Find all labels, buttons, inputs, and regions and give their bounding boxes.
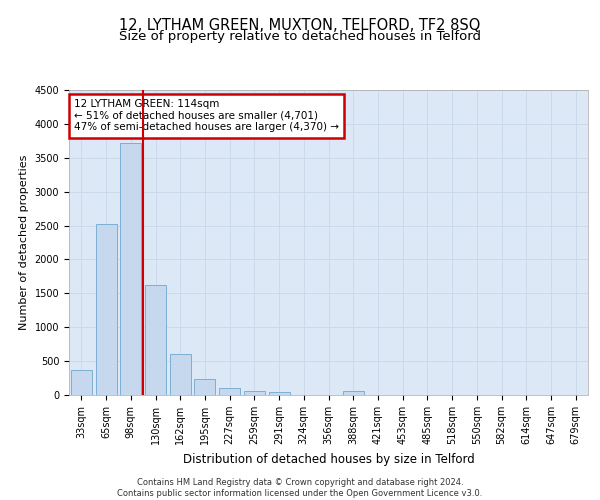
X-axis label: Distribution of detached houses by size in Telford: Distribution of detached houses by size … [182, 452, 475, 466]
Bar [95, 224, 116, 395]
Bar [244, 391, 265, 395]
Bar [71, 370, 92, 395]
Text: Size of property relative to detached houses in Telford: Size of property relative to detached ho… [119, 30, 481, 43]
Bar [343, 391, 364, 395]
Text: Contains HM Land Registry data © Crown copyright and database right 2024.
Contai: Contains HM Land Registry data © Crown c… [118, 478, 482, 498]
Text: 12, LYTHAM GREEN, MUXTON, TELFORD, TF2 8SQ: 12, LYTHAM GREEN, MUXTON, TELFORD, TF2 8… [119, 18, 481, 32]
Text: 12 LYTHAM GREEN: 114sqm
← 51% of detached houses are smaller (4,701)
47% of semi: 12 LYTHAM GREEN: 114sqm ← 51% of detache… [74, 99, 339, 132]
Bar [170, 354, 191, 395]
Bar [269, 392, 290, 395]
Bar [145, 285, 166, 395]
Y-axis label: Number of detached properties: Number of detached properties [19, 155, 29, 330]
Bar [194, 378, 215, 395]
Bar [219, 388, 240, 395]
Bar [120, 143, 141, 395]
